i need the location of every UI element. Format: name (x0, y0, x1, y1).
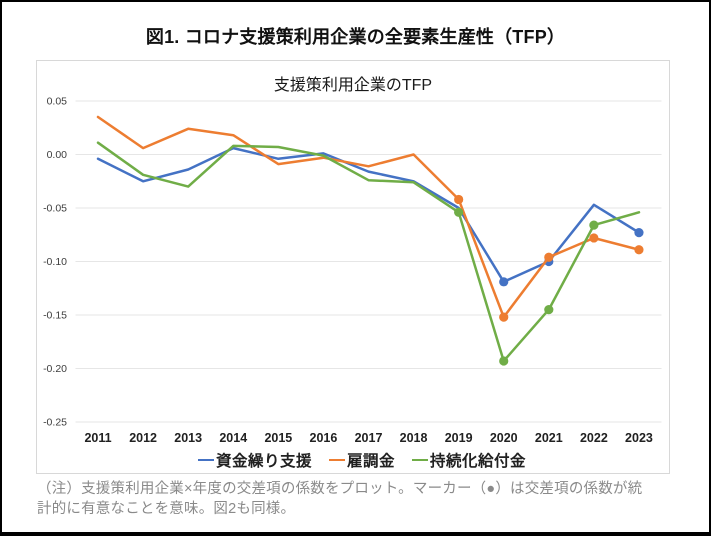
legend-item-employment-adjustment-subsidy: 雇調金 (328, 449, 395, 471)
y-tick-label: -0.20 (43, 363, 67, 375)
y-tick-label: -0.15 (43, 310, 67, 322)
series-line-1 (96, 115, 641, 319)
figure-title: 図1. コロナ支援策利用企業の全要素生産性（TFP） (145, 27, 566, 47)
y-tick-label: 0.00 (47, 149, 68, 161)
chart-panel: 0.05 0.00 -0.05 -0.10 -0.15 -0.20 -0.25 2011 201… (36, 60, 670, 474)
x-tick-label: 2019 (445, 431, 473, 445)
x-tick-label: 2013 (174, 431, 202, 445)
legend-item-sustainability-benefit: 持続化給付金 (412, 449, 526, 471)
significant-marker-2-2019 (454, 207, 464, 217)
legend-label: 雇調金 (346, 453, 395, 470)
figure-note-line-2: 計的に有意なことを意味。図2も同様。 (37, 501, 296, 517)
y-tick-label: 0.05 (47, 96, 68, 108)
x-tick-label: 2012 (129, 431, 157, 445)
y-tick-label: -0.25 (43, 417, 67, 429)
legend-line-swatch-icon (328, 458, 345, 462)
chart-title: 支援策利用企業のTFP (273, 77, 433, 94)
chart-legend: 資金繰り支援 雇調金 持続化給付金 (46, 449, 678, 471)
x-tick-label: 2015 (264, 431, 292, 445)
y-tick-label: -0.05 (43, 203, 67, 215)
x-tick-label: 2022 (580, 431, 608, 445)
legend-label: 持続化給付金 (430, 453, 527, 470)
legend-item-funding-support: 資金繰り支援 (197, 449, 312, 471)
legend-label: 資金繰り支援 (215, 453, 312, 470)
significant-marker-0-2023 (634, 228, 644, 238)
significant-marker-1-2023 (634, 245, 644, 255)
significant-marker-1-2020 (499, 312, 509, 322)
legend-line-swatch-icon (197, 458, 214, 462)
x-tick-label: 2020 (490, 431, 518, 445)
significant-marker-2-2021 (544, 305, 554, 315)
figure-note: （注）支援策利用企業×年度の交差項の係数をプロット。マーカー（●）は交差項の係数… (37, 479, 677, 519)
x-tick-label: 2018 (400, 431, 428, 445)
significant-marker-2-2022 (589, 220, 599, 230)
legend-line-swatch-icon (412, 458, 428, 462)
x-tick-label: 2014 (219, 431, 247, 445)
significant-marker-1-2019 (454, 194, 464, 205)
significant-marker-1-2022 (589, 233, 599, 243)
significant-marker-2-2020 (499, 356, 509, 366)
x-tick-label: 2016 (310, 431, 338, 445)
x-tick-label: 2021 (535, 431, 563, 445)
significant-marker-1-2021 (544, 252, 554, 262)
significant-marker-0-2020 (499, 277, 509, 287)
x-tick-label: 2011 (84, 431, 111, 445)
line-chart: 0.05 0.00 -0.05 -0.10 -0.15 -0.20 -0.25 2011 201… (43, 96, 662, 445)
y-tick-label: -0.10 (43, 256, 67, 268)
x-tick-label: 2017 (355, 431, 383, 445)
figure-note-line-1: （注）支援策利用企業×年度の交差項の係数をプロット。マーカー（●）は交差項の係数… (37, 481, 643, 497)
x-tick-label: 2023 (625, 431, 653, 445)
